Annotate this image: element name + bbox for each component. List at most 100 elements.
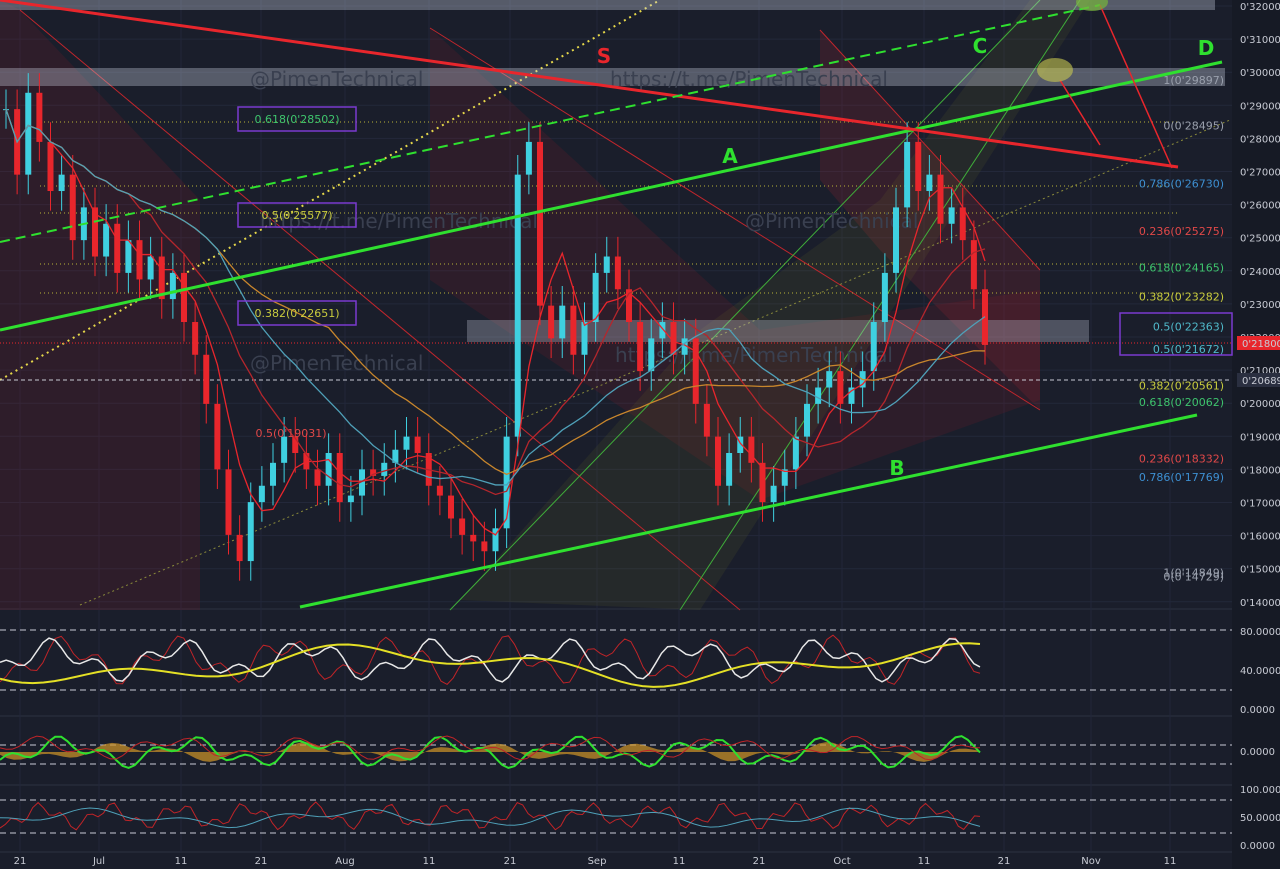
marker-price-value: 0'20689	[1242, 376, 1280, 387]
fan-line	[449, 0, 1041, 611]
candle-body	[681, 338, 688, 355]
candle	[626, 269, 632, 342]
fib-right-label: 0.618(0'24165)	[1139, 261, 1224, 274]
candle	[158, 236, 165, 319]
candle	[792, 416, 799, 490]
fib-left-label: 0.618(0'28502)	[254, 113, 339, 126]
fib-right-label: 1(0'14849)	[1163, 567, 1224, 580]
candle-body	[548, 305, 555, 339]
candle-body	[236, 534, 243, 562]
oscillator-tick-label: 0.0000	[1240, 705, 1275, 716]
oscillator-tick-label: 80.0000	[1240, 627, 1280, 638]
candle-body	[336, 453, 343, 503]
candle	[25, 73, 32, 195]
candle-body	[403, 436, 410, 450]
candle-body	[648, 338, 655, 372]
support-zone	[467, 320, 1089, 342]
candle-body	[114, 223, 121, 273]
candle-body	[626, 289, 632, 323]
trendline-label: B	[889, 456, 904, 480]
price-tick-label: 0'18000	[1240, 465, 1280, 476]
time-tick-label: 21	[753, 856, 766, 867]
candle	[959, 187, 966, 260]
candle	[559, 285, 566, 359]
candle	[614, 236, 621, 309]
candle-body	[392, 449, 399, 463]
watermark-text: @PimenTechnical	[250, 67, 423, 91]
candle	[247, 482, 254, 581]
candle-body	[870, 322, 877, 372]
candle-body	[225, 469, 232, 535]
candle	[214, 384, 221, 490]
candle	[169, 253, 176, 319]
candle	[737, 416, 744, 473]
candle-body	[503, 436, 510, 529]
candle-body	[737, 436, 744, 453]
candle-body	[47, 141, 54, 192]
last-price-value: 0'21800	[1242, 339, 1280, 350]
candle	[448, 475, 454, 539]
candle-body	[36, 92, 43, 142]
candle	[915, 122, 922, 211]
fib-right-label: 0.236(0'25275)	[1139, 225, 1224, 238]
trendline-a	[0, 60, 1223, 332]
candle-body	[169, 272, 176, 300]
candle	[537, 122, 543, 326]
watermark-text: https://t.me/PimenTechnical	[615, 343, 893, 367]
candle	[225, 449, 232, 555]
candle	[503, 416, 510, 548]
candle	[459, 498, 466, 555]
candle-body	[703, 403, 710, 437]
candle	[58, 155, 65, 211]
regression-channel-fill	[0, 0, 200, 610]
price-tick-label: 0'16000	[1240, 532, 1280, 543]
candle-body	[281, 436, 288, 463]
regression-line	[819, 29, 1041, 271]
candle-body	[136, 240, 143, 280]
candle-body	[959, 207, 966, 241]
candle-body	[570, 305, 577, 355]
oscillator-line	[0, 637, 981, 683]
candle	[870, 302, 877, 391]
fib-label-box	[237, 300, 357, 326]
candle-body	[436, 485, 443, 496]
candle	[815, 367, 822, 424]
dotted-trend-line	[0, 0, 661, 381]
candle	[525, 122, 532, 195]
trendline-b	[299, 413, 1198, 609]
candle	[970, 220, 977, 309]
fib-right-label: 0.618(0'20062)	[1139, 396, 1224, 409]
candle	[69, 155, 76, 260]
time-tick-label: 11	[1164, 856, 1177, 867]
oscillator-tick-label: 0.0000	[1240, 747, 1275, 758]
candle-body	[247, 502, 254, 562]
candle	[770, 466, 777, 522]
oscillator-line	[0, 807, 981, 829]
candle-body	[948, 207, 955, 224]
candle	[336, 433, 343, 522]
fib-left-label: 0.5(0'25577)	[261, 209, 332, 222]
candle	[826, 351, 833, 408]
candle-body	[692, 338, 699, 404]
time-tick-label: 21	[14, 856, 27, 867]
highlight-ellipse	[1037, 58, 1073, 82]
moving-average-line	[5, 108, 986, 496]
candle-body	[614, 256, 621, 290]
candle-body	[214, 403, 221, 470]
candle-body	[759, 462, 766, 503]
candle	[904, 122, 911, 228]
highlight-ellipse	[1076, 0, 1108, 11]
price-tick-label: 0'17000	[1240, 499, 1280, 510]
candle	[125, 220, 132, 293]
candle-body	[448, 495, 454, 519]
fib-right-label: 0.786(0'17769)	[1139, 471, 1224, 484]
candle-body	[904, 141, 911, 208]
fan-line	[679, 0, 1081, 611]
candle	[325, 433, 332, 506]
candle	[481, 521, 488, 571]
candle-body	[292, 436, 299, 453]
last-price-tag	[1237, 336, 1280, 350]
candle	[270, 443, 276, 506]
fib-label-box	[237, 202, 357, 228]
